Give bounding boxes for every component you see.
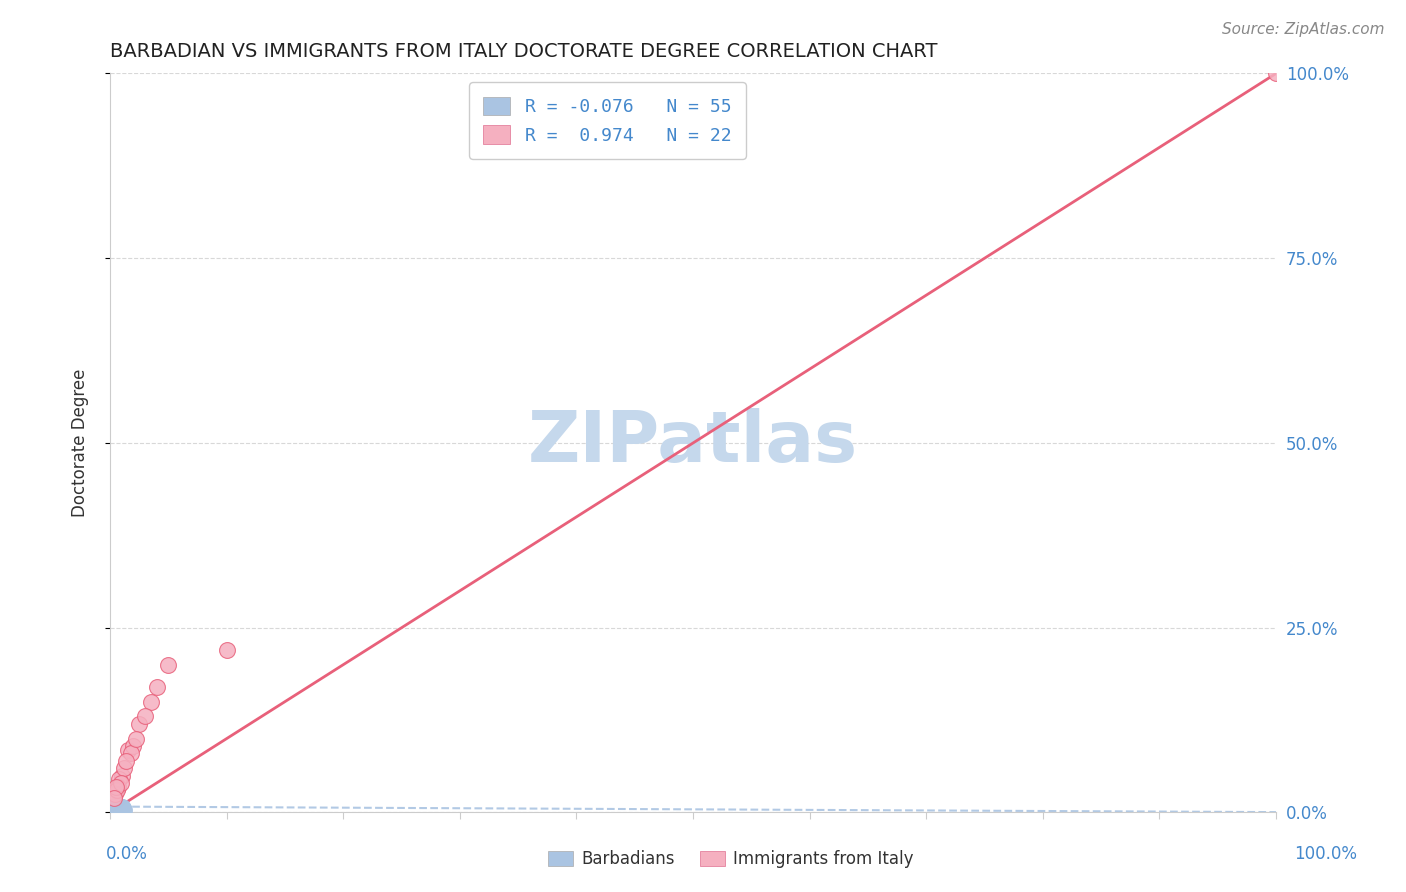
Point (108, 802, 131, 816)
Point (107, 801, 129, 815)
Point (103, 790, 125, 805)
Point (111, 799, 134, 814)
Point (117, 742, 139, 756)
Point (104, 802, 127, 816)
Point (110, 803, 132, 817)
Point (104, 800, 127, 814)
Point (104, 803, 127, 817)
Point (104, 799, 127, 814)
Point (107, 780, 129, 794)
Point (104, 800, 127, 814)
Point (107, 803, 129, 817)
Point (105, 800, 128, 814)
Point (112, 803, 135, 817)
Point (105, 803, 128, 817)
Point (112, 761, 135, 775)
Point (105, 803, 128, 817)
Point (110, 803, 132, 817)
Point (104, 801, 127, 815)
Point (110, 803, 132, 817)
Point (108, 802, 131, 816)
Point (105, 800, 128, 814)
Point (103, 803, 125, 817)
Point (1265, 66, 1288, 80)
Point (104, 801, 127, 815)
Point (104, 804, 127, 818)
Point (111, 800, 134, 814)
Point (110, 776, 132, 790)
Point (107, 802, 129, 816)
Point (104, 802, 127, 816)
Point (103, 798, 125, 813)
Point (125, 731, 148, 746)
Y-axis label: Doctorate Degree: Doctorate Degree (72, 368, 89, 517)
Text: 0.0%: 0.0% (105, 846, 148, 863)
Point (107, 803, 129, 817)
Point (120, 747, 142, 761)
Point (145, 680, 167, 694)
Point (103, 801, 125, 815)
Point (107, 801, 129, 815)
Point (105, 803, 128, 817)
Point (105, 783, 128, 797)
Point (122, 739, 145, 753)
Point (103, 803, 125, 817)
Point (108, 803, 131, 817)
Point (111, 768, 134, 782)
Point (105, 800, 128, 814)
Legend: R = -0.076   N = 55, R =  0.974   N = 22: R = -0.076 N = 55, R = 0.974 N = 22 (470, 82, 747, 159)
Text: ZIPatlas: ZIPatlas (529, 409, 858, 477)
Point (104, 801, 127, 815)
Point (104, 802, 127, 816)
Point (105, 799, 128, 814)
Point (115, 754, 138, 768)
Point (139, 695, 162, 709)
Point (104, 804, 127, 818)
Text: 100.0%: 100.0% (1294, 846, 1357, 863)
Point (107, 802, 129, 816)
Point (103, 803, 125, 817)
Point (108, 803, 131, 817)
Point (111, 801, 134, 815)
Point (104, 803, 127, 817)
Text: Source: ZipAtlas.com: Source: ZipAtlas.com (1222, 22, 1385, 37)
Point (104, 803, 127, 817)
Point (107, 800, 129, 814)
Legend: Barbadians, Immigrants from Italy: Barbadians, Immigrants from Italy (541, 844, 921, 875)
Point (134, 709, 156, 723)
Point (104, 802, 127, 816)
Point (103, 802, 125, 816)
Point (104, 787, 127, 801)
Point (128, 716, 150, 731)
Point (103, 802, 125, 816)
Text: BARBADIAN VS IMMIGRANTS FROM ITALY DOCTORATE DEGREE CORRELATION CHART: BARBADIAN VS IMMIGRANTS FROM ITALY DOCTO… (110, 42, 938, 61)
Point (111, 804, 134, 818)
Point (108, 798, 131, 813)
Point (103, 803, 125, 817)
Point (107, 801, 129, 815)
Point (104, 783, 127, 797)
Point (108, 803, 131, 817)
Point (104, 803, 127, 817)
Point (157, 657, 180, 672)
Point (110, 803, 132, 817)
Point (215, 643, 238, 657)
Point (104, 780, 127, 794)
Point (108, 772, 131, 787)
Point (108, 803, 131, 817)
